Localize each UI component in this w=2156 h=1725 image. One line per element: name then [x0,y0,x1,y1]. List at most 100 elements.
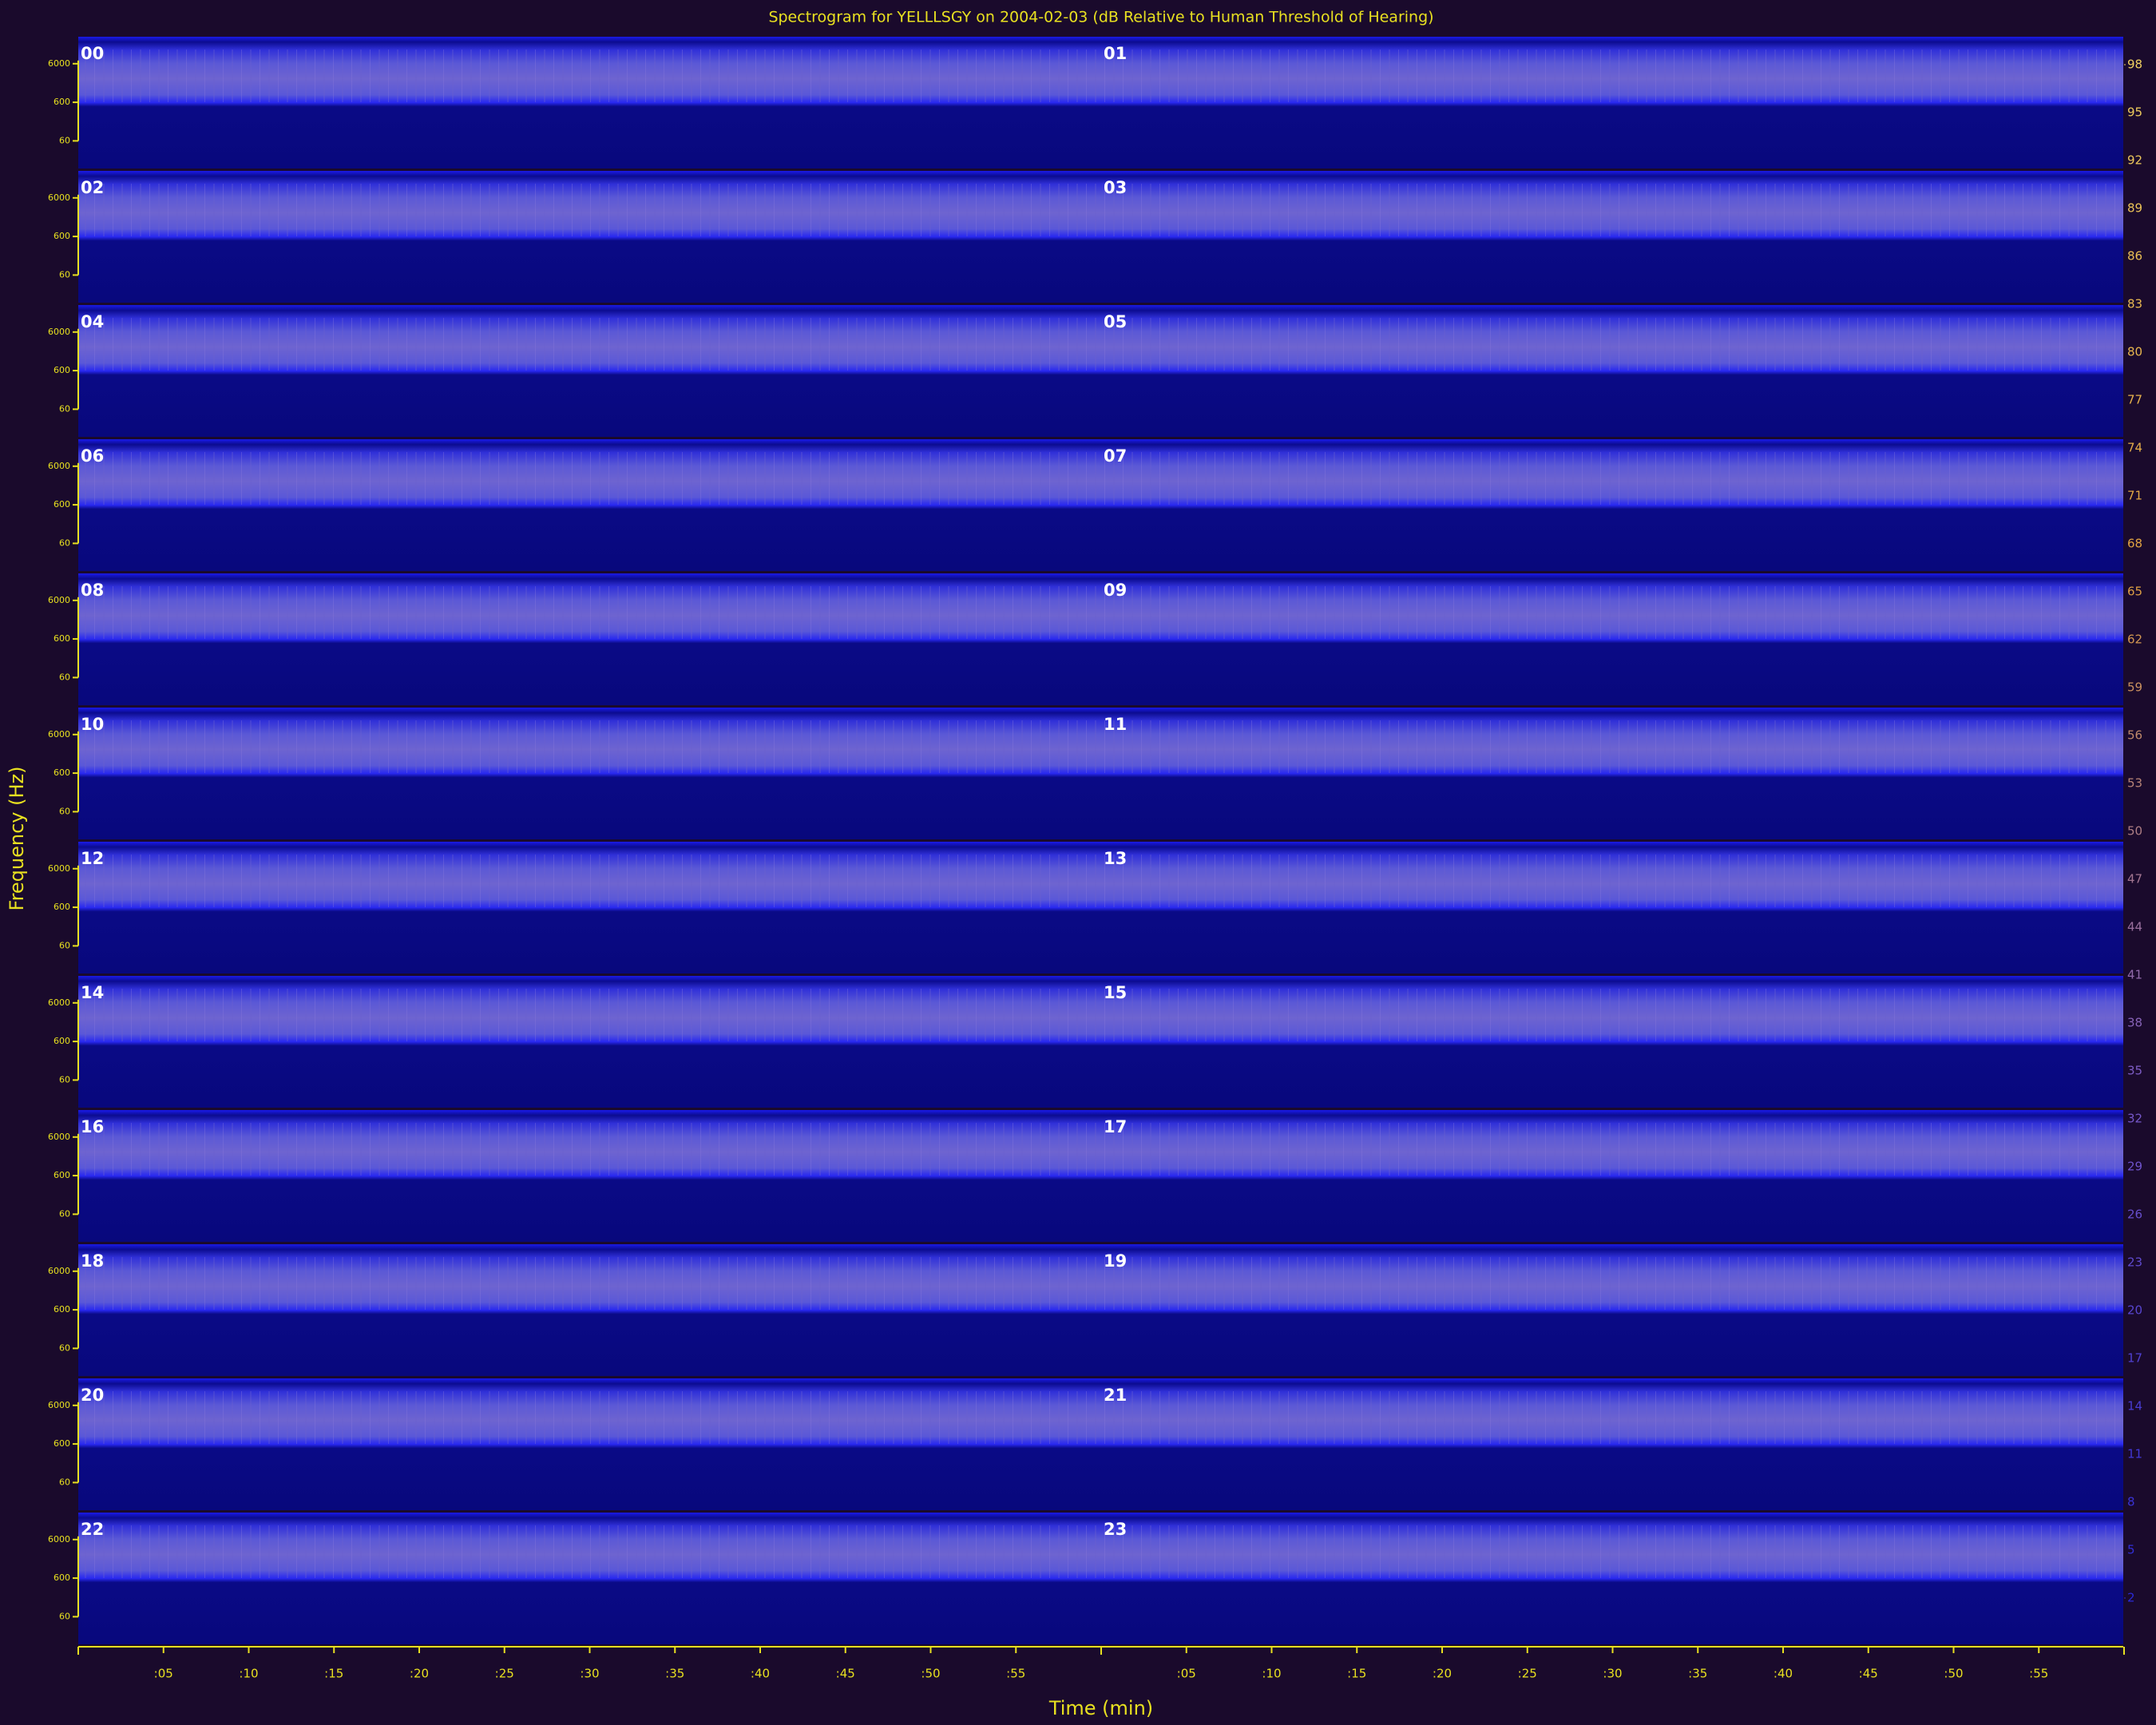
y-tick-label: 6000 [48,1534,70,1545]
y-tick-label: 600 [54,1304,70,1315]
y-tick-label: 600 [54,902,70,912]
spectrogram-texture [78,318,2123,371]
hour-label: 21 [1104,1386,1127,1405]
x-axis-label: Time (min) [1048,1697,1153,1719]
hour-label: 09 [1104,581,1127,600]
hour-label: 03 [1104,178,1127,197]
x-tick-label: :35 [665,1667,684,1681]
colorbar-tick-label: 68 [2127,537,2142,551]
hour-label: 07 [1104,446,1127,466]
y-tick-label: 6000 [48,192,70,203]
colorbar-tick-label: 98 [2127,58,2142,72]
x-tick-label: :20 [410,1667,429,1681]
colorbar-tick-label: 47 [2127,872,2142,886]
y-tick-label: 60 [59,269,70,280]
y-tick-label: 60 [59,135,70,145]
colorbar-tick-label: 23 [2127,1255,2142,1270]
hour-label: 06 [81,446,104,466]
x-tick-label: :35 [1688,1667,1707,1681]
y-tick-label: 6000 [48,1400,70,1410]
colorbar-tick-label: 92 [2127,153,2142,168]
y-tick-label: 600 [54,767,70,778]
y-tick-label: 600 [54,1438,70,1449]
hour-label: 10 [81,715,104,734]
y-tick-label: 600 [54,1036,70,1046]
colorbar-tick-label: 38 [2127,1016,2142,1030]
colorbar-tick-label: 86 [2127,249,2142,264]
spectrogram-texture [78,184,2123,236]
y-tick-label: 60 [59,1611,70,1621]
spectrogram-texture [78,1123,2123,1176]
colorbar-tick-label: 26 [2127,1208,2142,1222]
y-tick-label: 600 [54,1572,70,1583]
y-tick-label: 6000 [48,595,70,605]
y-tick-label: 600 [54,365,70,375]
y-tick-label: 60 [59,806,70,816]
colorbar-tick-label: 74 [2127,441,2142,455]
colorbar-tick-label: 20 [2127,1303,2142,1318]
y-tick-label: 600 [54,499,70,510]
colorbar-tick-label: 95 [2127,105,2142,120]
spectrogram-texture [78,1525,2123,1578]
colorbar-tick-label: 14 [2127,1399,2142,1414]
colorbar-tick-label: 62 [2127,632,2142,647]
hour-label: 14 [81,983,104,1002]
hour-label: 18 [81,1251,104,1271]
colorbar-tick-label: 17 [2127,1351,2142,1366]
x-tick-label: :50 [921,1667,940,1681]
x-tick-label: :25 [1518,1667,1537,1681]
hour-label: 23 [1104,1520,1127,1539]
y-tick-label: 6000 [48,997,70,1008]
colorbar-tick-label: 65 [2127,585,2142,599]
y-tick-label: 6000 [48,327,70,337]
spectrogram-texture [78,586,2123,639]
colorbar-tick-label: 44 [2127,920,2142,934]
colorbar-tick-label: 56 [2127,728,2142,743]
colorbar-tick-label: 83 [2127,297,2142,311]
y-tick-label: 6000 [48,1132,70,1142]
x-tick-label: :15 [324,1667,343,1681]
spectrogram-texture [78,989,2123,1041]
y-tick-label: 600 [54,633,70,644]
hour-label: 02 [81,178,104,197]
x-tick-label: :45 [836,1667,855,1681]
hour-label: 17 [1104,1117,1127,1136]
hour-label: 00 [81,44,104,63]
spectrogram-texture [78,1391,2123,1444]
hour-label: 22 [81,1520,104,1539]
colorbar-tick-label: 80 [2127,345,2142,359]
hour-label: 19 [1104,1251,1127,1271]
y-tick-label: 600 [54,97,70,107]
spectrogram-texture [78,720,2123,773]
x-tick-label: :30 [1603,1667,1622,1681]
x-tick-label: :05 [1177,1667,1196,1681]
colorbar-tick-label: 71 [2127,489,2142,503]
hour-label: 08 [81,581,104,600]
x-tick-label: :10 [239,1667,258,1681]
x-tick-label: :30 [580,1667,599,1681]
colorbar-tick-label: 29 [2127,1160,2142,1174]
hour-label: 01 [1104,44,1127,63]
hour-label: 15 [1104,983,1127,1002]
hour-label: 13 [1104,849,1127,868]
y-tick-label: 60 [59,940,70,950]
colorbar-tick-label: 89 [2127,201,2142,216]
spectrogram-texture [78,855,2123,907]
hour-label: 16 [81,1117,104,1136]
hour-label: 11 [1104,715,1127,734]
x-tick-label: :40 [751,1667,770,1681]
y-tick-label: 60 [59,1342,70,1353]
y-tick-label: 6000 [48,461,70,471]
y-tick-label: 60 [59,1074,70,1085]
y-tick-label: 60 [59,1208,70,1219]
colorbar-tick-label: 11 [2127,1447,2142,1461]
x-tick-label: :10 [1262,1667,1281,1681]
y-tick-label: 60 [59,537,70,548]
x-tick-label: :20 [1433,1667,1452,1681]
y-tick-label: 6000 [48,1266,70,1276]
colorbar-tick-label: 53 [2127,776,2142,791]
y-tick-label: 6000 [48,58,70,69]
hour-label: 04 [81,312,104,331]
colorbar-tick-label: 8 [2127,1495,2135,1509]
